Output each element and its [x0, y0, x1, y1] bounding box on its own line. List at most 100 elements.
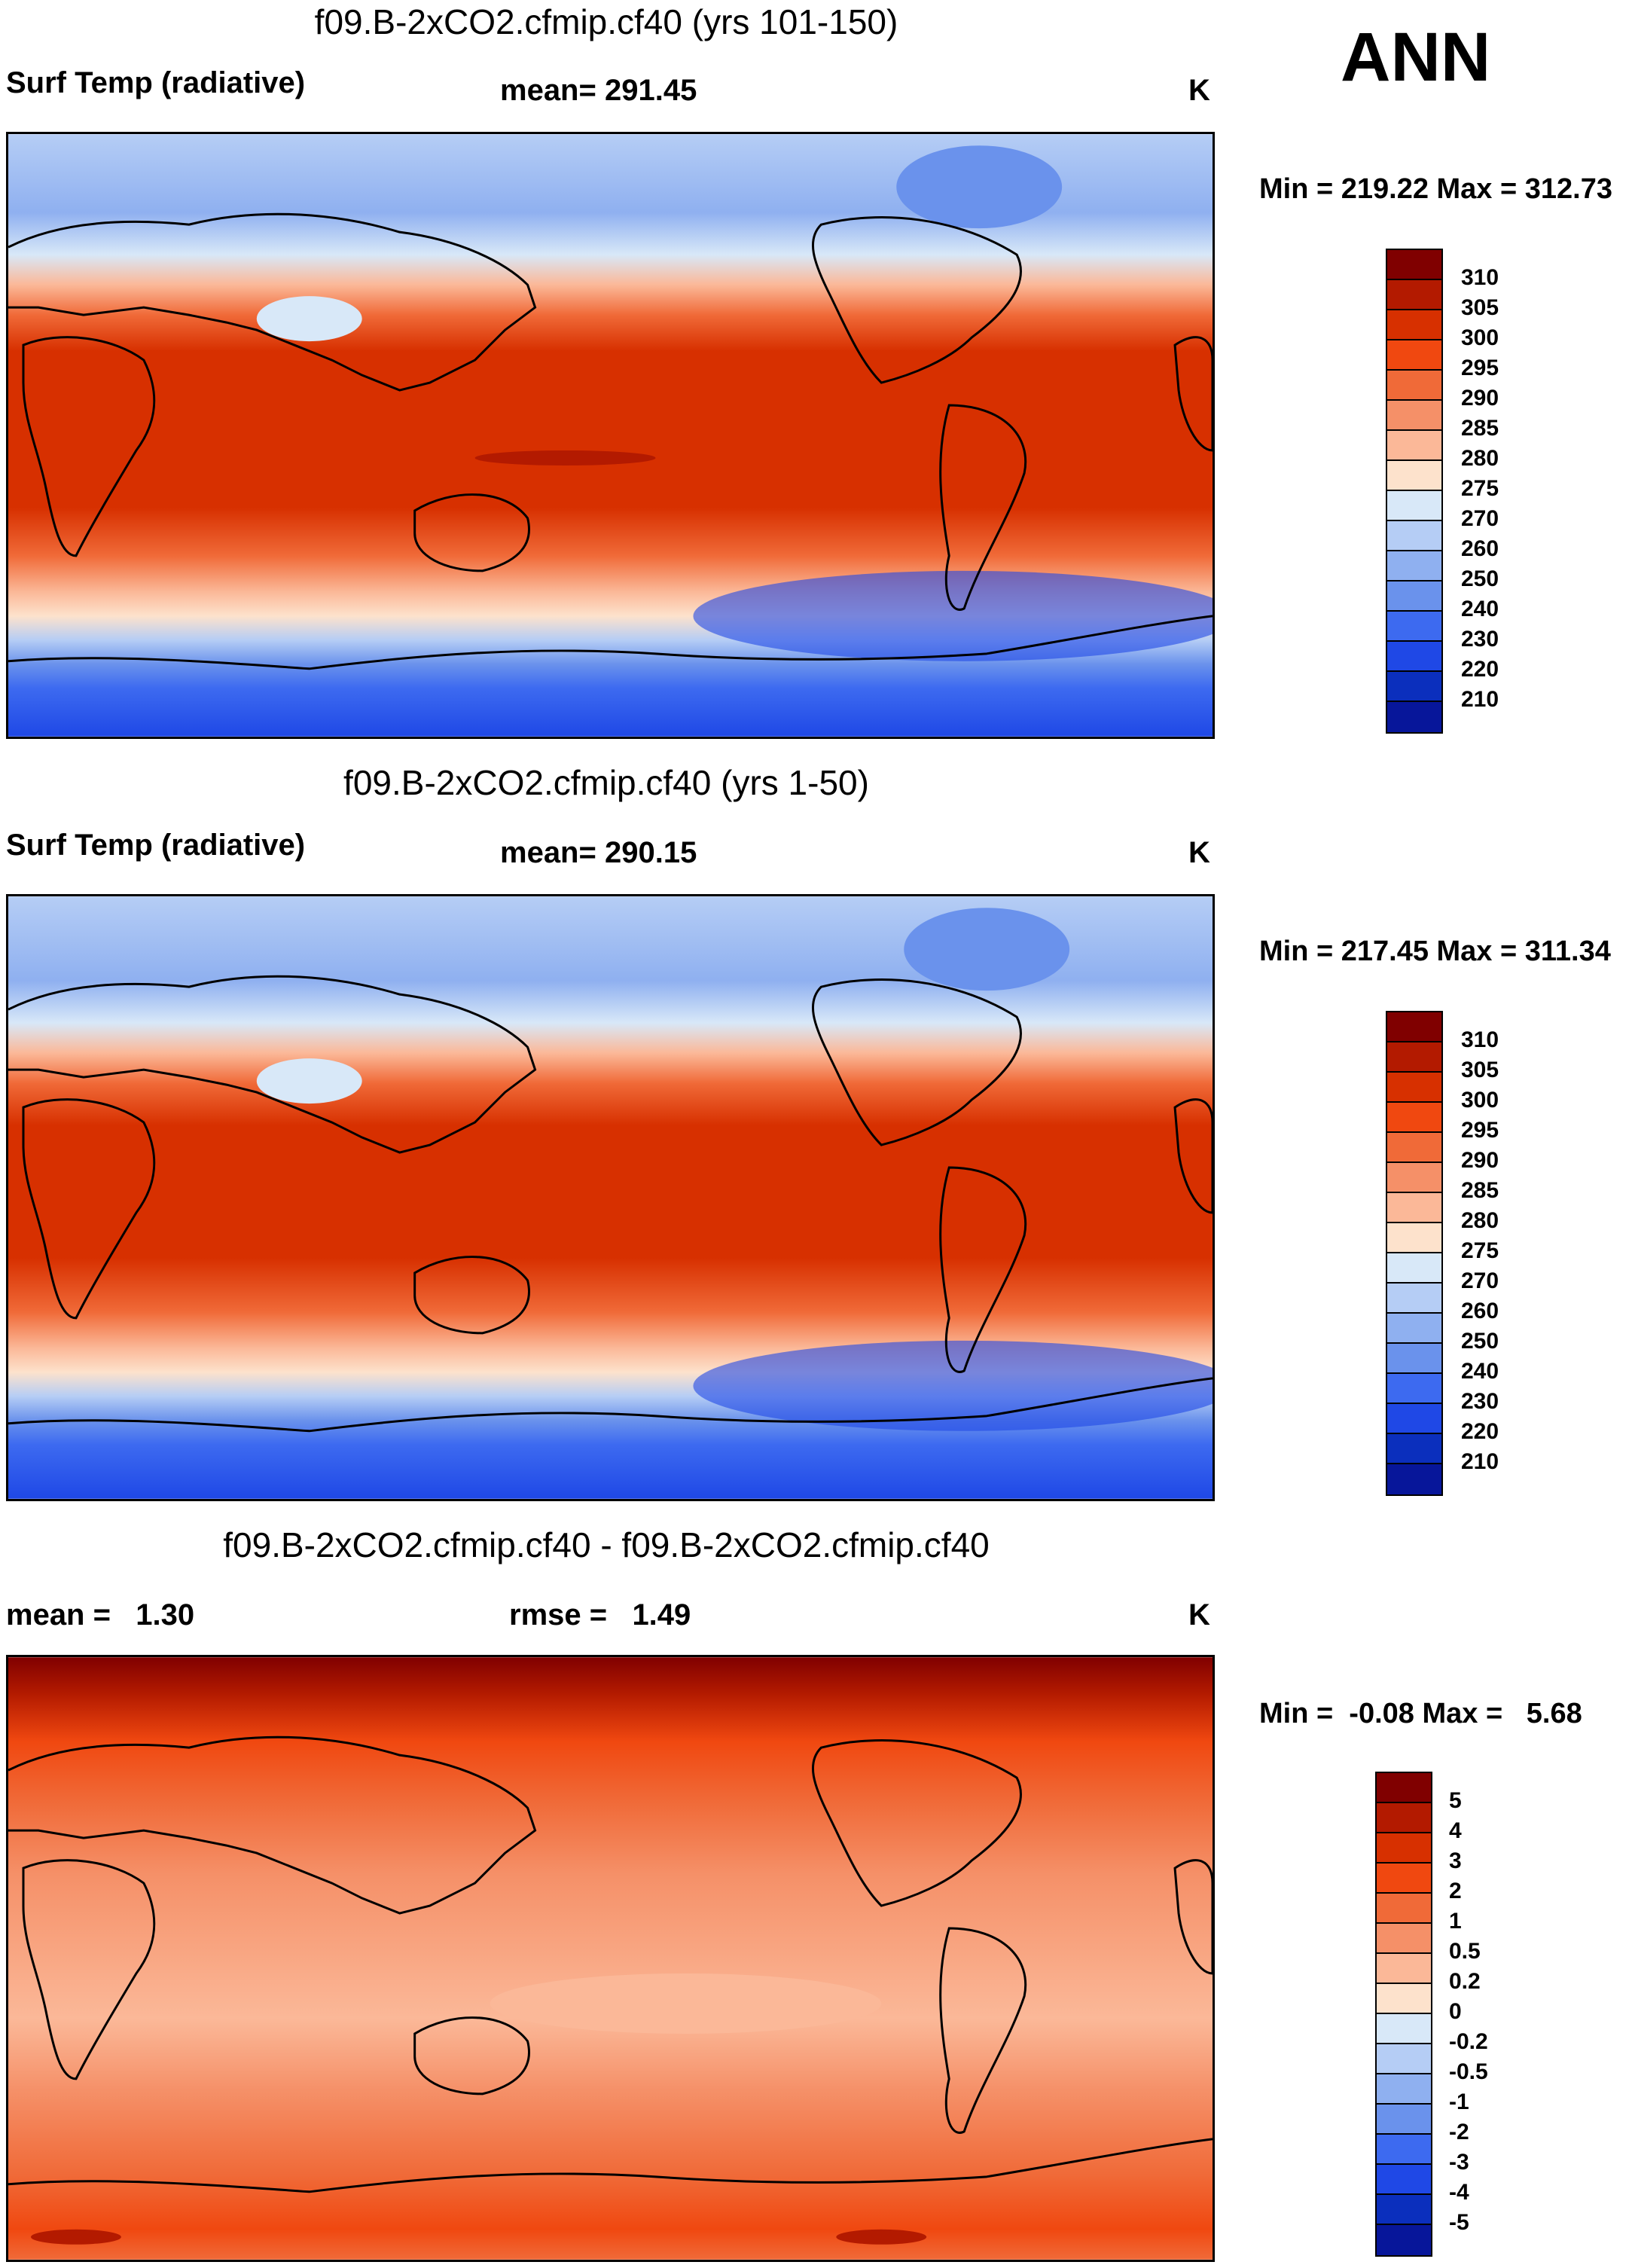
colorbar-swatch — [1377, 2014, 1431, 2044]
colorbar-label: 260 — [1461, 536, 1499, 561]
colorbar-label: 305 — [1461, 295, 1499, 320]
colorbar-swatch — [1387, 1193, 1441, 1223]
colorbar-label: 250 — [1461, 566, 1499, 591]
colorbar-swatch — [1387, 340, 1441, 371]
colorbar-label: 300 — [1461, 325, 1499, 350]
colorbar-swatch — [1387, 1012, 1441, 1042]
colorbar-swatch — [1387, 1103, 1441, 1133]
colorbar-label: 305 — [1461, 1058, 1499, 1082]
colorbar-swatch — [1377, 1984, 1431, 2014]
colorbar-label: 290 — [1461, 386, 1499, 411]
panel1-colorbar — [1386, 249, 1443, 734]
colorbar-swatch — [1387, 551, 1441, 581]
panel3-minmax: Min = -0.08 Max = 5.68 — [1259, 1698, 1582, 1729]
colorbar-label: -1 — [1449, 2089, 1469, 2114]
colorbar-label: 275 — [1461, 476, 1499, 501]
colorbar-swatch — [1387, 642, 1441, 672]
colorbar-label: 295 — [1461, 356, 1499, 380]
panel3-units: K — [1188, 1598, 1210, 1632]
panel2-map — [6, 894, 1215, 1501]
colorbar-swatch — [1387, 401, 1441, 431]
colorbar-swatch — [1387, 1404, 1441, 1434]
land-features — [30, 1973, 927, 2245]
colorbar-swatch — [1387, 250, 1441, 280]
colorbar-label: -3 — [1449, 2150, 1469, 2175]
colorbar-swatch — [1387, 1253, 1441, 1284]
colorbar-swatch — [1387, 310, 1441, 340]
colorbar-swatch — [1387, 1434, 1441, 1464]
colorbar-label: 0.5 — [1449, 1939, 1481, 1964]
colorbar-label: 230 — [1461, 1389, 1499, 1414]
colorbar-label: 4 — [1449, 1818, 1462, 1843]
colorbar-swatch — [1377, 2105, 1431, 2135]
colorbar-swatch — [1387, 1314, 1441, 1344]
colorbar-swatch — [1377, 1864, 1431, 1894]
colorbar-swatch — [1387, 1374, 1441, 1404]
colorbar-swatch — [1387, 431, 1441, 461]
panel2-title: f09.B-2xCO2.cfmip.cf40 (yrs 1-50) — [343, 763, 869, 802]
land-features — [256, 145, 1213, 661]
colorbar-swatch — [1387, 1133, 1441, 1163]
panel1-map — [6, 132, 1215, 739]
colorbar-swatch — [1387, 280, 1441, 310]
colorbar-label: 210 — [1461, 687, 1499, 712]
colorbar-label: 310 — [1461, 265, 1499, 290]
colorbar-label: -0.2 — [1449, 2029, 1488, 2054]
colorbar-swatch — [1387, 1073, 1441, 1103]
colorbar-swatch — [1377, 2165, 1431, 2195]
colorbar-swatch — [1377, 1833, 1431, 1864]
colorbar-label: 285 — [1461, 416, 1499, 441]
colorbar-swatch — [1387, 702, 1441, 732]
colorbar-swatch — [1387, 371, 1441, 401]
panel3-mean: mean = 1.30 — [6, 1598, 195, 1632]
panel2-colorbar — [1386, 1011, 1443, 1496]
panel3-map — [6, 1655, 1215, 2262]
colorbar-label: 270 — [1461, 1268, 1499, 1293]
colorbar-swatch — [1377, 2074, 1431, 2105]
colorbar-swatch — [1377, 1803, 1431, 1833]
panel1-variable: Surf Temp (radiative) — [6, 66, 306, 99]
colorbar-swatch — [1377, 1924, 1431, 1954]
colorbar-label: 240 — [1461, 597, 1499, 621]
colorbar-swatch — [1387, 1344, 1441, 1374]
panel3-rmse: rmse = 1.49 — [509, 1598, 691, 1632]
colorbar-swatch — [1387, 1223, 1441, 1253]
colorbar-label: 270 — [1461, 506, 1499, 531]
panel2-variable: Surf Temp (radiative) — [6, 829, 306, 862]
land-features — [256, 908, 1213, 1431]
colorbar-label: 300 — [1461, 1088, 1499, 1113]
colorbar-swatch — [1377, 2225, 1431, 2255]
colorbar-swatch — [1387, 1042, 1441, 1073]
colorbar-label: 275 — [1461, 1238, 1499, 1263]
colorbar-label: -2 — [1449, 2120, 1469, 2144]
colorbar-swatch — [1387, 461, 1441, 491]
colorbar-swatch — [1377, 2195, 1431, 2225]
colorbar-swatch — [1377, 2044, 1431, 2074]
colorbar-swatch — [1387, 1163, 1441, 1193]
colorbar-label: 210 — [1461, 1449, 1499, 1474]
colorbar-swatch — [1387, 1464, 1441, 1494]
colorbar-label: 3 — [1449, 1848, 1462, 1873]
panel2-minmax: Min = 217.45 Max = 311.34 — [1259, 936, 1611, 967]
panel2-mean: mean= 290.15 — [500, 836, 697, 869]
colorbar-label: 280 — [1461, 1208, 1499, 1233]
panel3-colorbar — [1375, 1772, 1432, 2257]
season-label: ANN — [1341, 19, 1491, 96]
colorbar-label: -5 — [1449, 2210, 1469, 2235]
colorbar-swatch — [1387, 672, 1441, 702]
colorbar-label: 260 — [1461, 1299, 1499, 1323]
colorbar-label: 220 — [1461, 657, 1499, 682]
colorbar-swatch — [1377, 2135, 1431, 2165]
colorbar-swatch — [1387, 612, 1441, 642]
colorbar-label: 0.2 — [1449, 1969, 1481, 1994]
coastlines — [8, 212, 1213, 670]
colorbar-label: 1 — [1449, 1909, 1462, 1934]
colorbar-label: 310 — [1461, 1027, 1499, 1052]
colorbar-label: 0 — [1449, 1999, 1462, 2024]
colorbar-label: 295 — [1461, 1118, 1499, 1143]
panel1-minmax: Min = 219.22 Max = 312.73 — [1259, 173, 1612, 205]
colorbar-label: 250 — [1461, 1329, 1499, 1354]
colorbar-swatch — [1387, 1284, 1441, 1314]
panel1-units: K — [1188, 74, 1210, 107]
colorbar-label: 240 — [1461, 1359, 1499, 1384]
